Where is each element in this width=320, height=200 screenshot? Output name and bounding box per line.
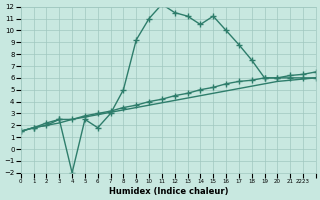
X-axis label: Humidex (Indice chaleur): Humidex (Indice chaleur) (108, 187, 228, 196)
